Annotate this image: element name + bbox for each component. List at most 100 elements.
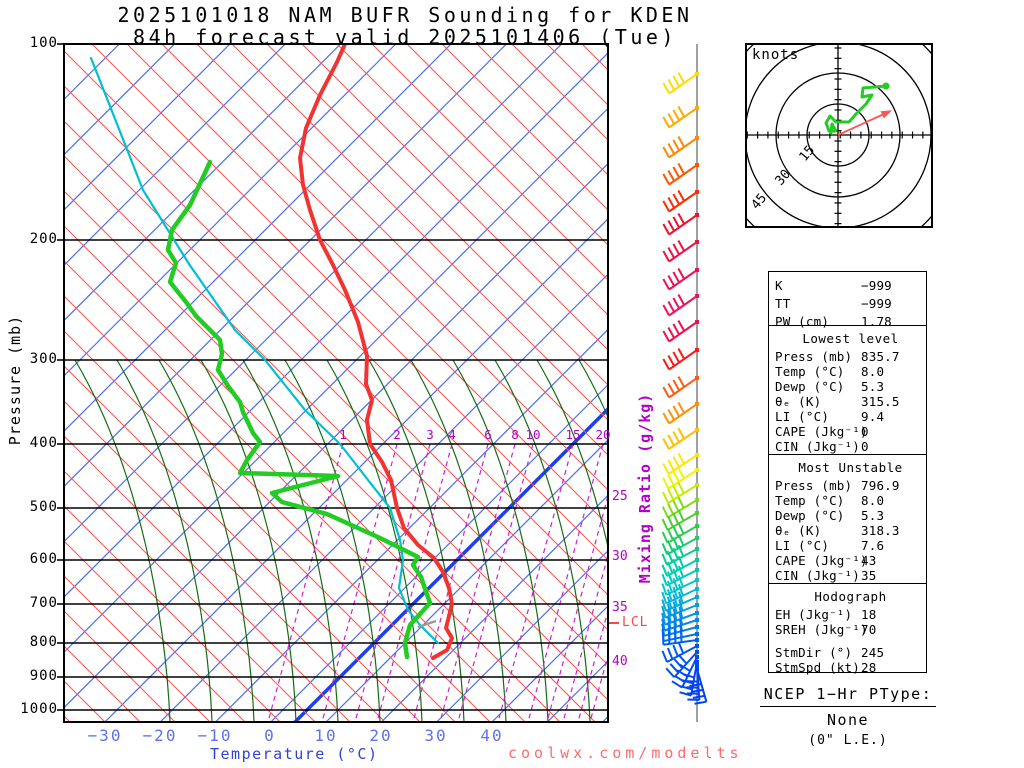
wind-barb-feather (678, 612, 684, 626)
temperature-tick-label: 0 (264, 726, 276, 745)
lcl-label: LCL (622, 615, 649, 630)
table-row: Press (mb) 796.9 (775, 478, 926, 493)
table-cell-value: 796.9 (861, 478, 900, 493)
wind-barb-feather (666, 580, 673, 593)
isotherm-line (64, 44, 452, 432)
mixing-ratio-value-label: 20 (595, 427, 611, 442)
wind-barb-station-dot (695, 453, 699, 457)
wind-barb-feather (682, 673, 695, 679)
wind-barb-feather (661, 612, 667, 625)
wind-barb-staff (668, 349, 698, 371)
wind-barb-feather (689, 683, 702, 688)
temperature-tick-label: 10 (314, 726, 338, 745)
moist-adiabat-curve (284, 359, 381, 722)
hodograph-frame (745, 43, 933, 228)
wind-barb-feather (672, 499, 680, 512)
wind-barb (665, 650, 699, 678)
wind-barb-feather (677, 71, 686, 84)
wind-barb-feather (672, 594, 679, 607)
dry-adiabat-line (64, 505, 281, 722)
wind-barb-feather (677, 105, 686, 118)
wind-barb-feather (677, 544, 685, 557)
table-cell-value: 0 (861, 439, 869, 454)
table-cell-label: θₑ (K) (775, 394, 822, 409)
wind-barb-station-dot (695, 536, 699, 540)
isotherm-line (64, 44, 507, 488)
wind-barb-feather (672, 271, 681, 283)
wind-barb-staff (667, 525, 698, 544)
wind-barb-station-dot (695, 190, 699, 194)
wind-barb-station-dot (695, 625, 699, 629)
wind-barb-feather (677, 267, 686, 280)
wind-barb-feather (667, 540, 674, 552)
wind-barb-staff (668, 295, 698, 317)
wind-barb-staff (666, 579, 698, 596)
wind-barb-station-dot (695, 294, 699, 298)
dry-adiabat-line (196, 44, 608, 456)
wind-barb (686, 664, 701, 701)
table-cell-value: 835.7 (861, 349, 900, 364)
dry-adiabat-line (64, 435, 351, 722)
wind-barb-station-dot (695, 320, 699, 324)
wind-barb-feather (662, 278, 671, 290)
table-row: SREH (Jkg⁻¹) 70 (775, 622, 926, 637)
wind-barb-feather (679, 663, 691, 672)
wind-barb-staff (667, 469, 698, 490)
wind-barb-feather (677, 375, 686, 388)
table-cell-value: −999 (861, 278, 892, 293)
wind-barb-feather (667, 355, 676, 367)
pressure-tick-label: 800 (29, 634, 58, 650)
table-cell-label: CAPE (Jkg⁻¹) (775, 424, 868, 439)
wind-barb-feather (662, 437, 670, 450)
temperature-tick-label: −10 (197, 726, 233, 745)
wind-barb (689, 667, 708, 705)
wind-barb-station-dot (695, 603, 699, 607)
dry-adiabat-line (161, 44, 608, 491)
wind-barb-station-dot (695, 498, 699, 502)
wind-barb-feather (677, 467, 685, 479)
moist-adiabat-curve (410, 359, 507, 722)
moist-adiabat-curve (242, 359, 339, 722)
wind-barb-station-dot (695, 468, 699, 472)
chart-title-line1: 2025101018 NAM BUFR Sounding for KDEN (117, 3, 693, 27)
table-cell-value: 315.5 (861, 394, 900, 409)
wind-barb-feather (667, 170, 676, 182)
mixing-ratio-edge-label: 35 (612, 600, 628, 615)
wind-barb-staff (668, 73, 698, 95)
table-cell-value: 8.0 (861, 493, 885, 508)
wind-barb-feather (661, 564, 668, 577)
dry-adiabat-line (231, 44, 608, 421)
table-row: K −999 (775, 278, 926, 296)
wind-barb-feather (672, 577, 679, 590)
table-cell-value: 18 (861, 607, 877, 622)
table-cell-label: TT (775, 296, 791, 311)
table-row: Temp (°C) 8.0 (775, 493, 926, 508)
isotherm-line (64, 44, 341, 322)
wind-barb-feather (678, 599, 684, 612)
pressure-tick-label: 300 (29, 351, 58, 367)
wind-barb-feather (672, 166, 681, 178)
wind-barb-feather (667, 383, 676, 395)
storm-motion-vector (837, 113, 885, 136)
wind-barb (661, 641, 699, 663)
wind-barb-feather (677, 583, 684, 596)
wind-barb-feather (661, 599, 667, 612)
table-cell-value: 5.3 (861, 508, 885, 523)
wind-barb-station-dot (695, 568, 699, 572)
wind-barb-station-dot (695, 587, 699, 591)
wind-barb-staff (663, 639, 698, 646)
wind-barb-feather (672, 351, 681, 363)
wind-barb-feather (661, 506, 669, 518)
hodograph-ring-label: 30 (773, 167, 795, 189)
table-section: Lowest level Press (mb) 835.7 Temp (°C) 8.0 D… (769, 325, 926, 454)
wind-barb (662, 135, 699, 159)
wind-barb-staff (667, 499, 698, 519)
table-section: Most Unstable Press (mb) 796.9 Temp (°C) 8.0… (769, 454, 926, 583)
wind-barb-feather (661, 605, 667, 619)
wind-barb-feather (667, 247, 676, 259)
wind-barb-feather (662, 250, 671, 262)
wind-barb-feather (672, 193, 681, 205)
wind-barb (662, 105, 699, 129)
wind-barb (662, 212, 699, 236)
table-row: Dewp (°C) 5.3 (775, 508, 926, 523)
